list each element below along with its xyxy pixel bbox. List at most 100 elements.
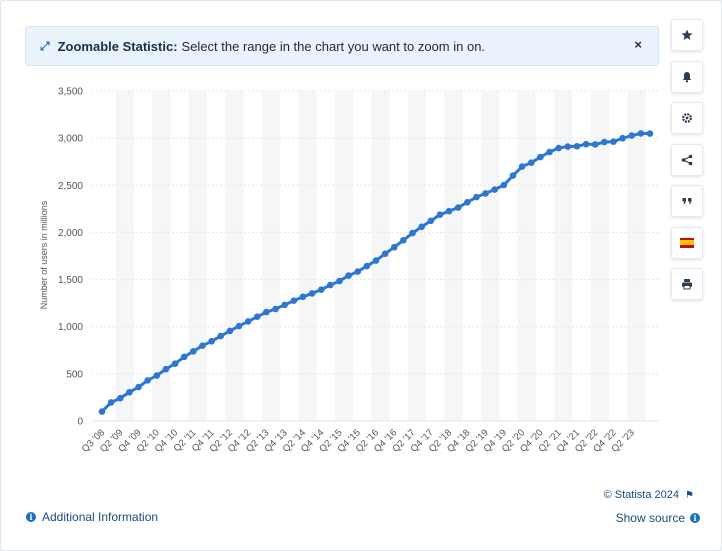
sidebar xyxy=(671,19,703,310)
data-point[interactable] xyxy=(509,172,517,179)
data-point[interactable] xyxy=(518,163,526,170)
additional-information-label: Additional Information xyxy=(42,510,159,524)
expand-icon: ⤢ xyxy=(40,38,50,53)
data-point[interactable] xyxy=(162,365,170,373)
data-point[interactable] xyxy=(299,293,307,301)
info-icon: i xyxy=(26,512,36,522)
close-button[interactable]: × xyxy=(634,37,642,52)
data-point[interactable] xyxy=(290,297,298,304)
chart-band xyxy=(517,91,536,421)
data-point[interactable] xyxy=(546,148,553,156)
chart-band xyxy=(152,91,171,421)
y-tick-label: 1,500 xyxy=(58,275,83,286)
y-axis-ticks: 0 500 1,000 1,500 2,000 2,500 3,000 3,500 xyxy=(58,87,83,428)
language-button[interactable] xyxy=(671,226,703,259)
data-point[interactable] xyxy=(454,204,462,211)
data-point[interactable] xyxy=(190,348,197,355)
star-icon xyxy=(681,29,693,40)
data-point[interactable] xyxy=(409,229,416,237)
share-button[interactable] xyxy=(671,143,703,176)
chart-band xyxy=(188,91,208,421)
data-point[interactable] xyxy=(226,327,234,335)
data-point[interactable] xyxy=(363,262,371,270)
y-tick-label: 0 xyxy=(77,417,83,428)
data-point[interactable] xyxy=(281,301,288,309)
data-point[interactable] xyxy=(372,257,380,264)
data-point[interactable] xyxy=(116,394,124,402)
y-tick-label: 2,000 xyxy=(58,228,83,239)
y-tick-label: 500 xyxy=(66,369,83,380)
data-point[interactable] xyxy=(418,223,425,231)
data-point[interactable] xyxy=(628,132,636,139)
chart-band xyxy=(554,91,573,421)
bell-icon xyxy=(682,71,692,82)
data-point[interactable] xyxy=(217,332,225,340)
data-point[interactable] xyxy=(500,181,508,189)
data-point[interactable] xyxy=(601,138,608,146)
data-point[interactable] xyxy=(327,281,334,289)
flag-icon: ⚑ xyxy=(685,490,694,501)
data-point[interactable] xyxy=(400,236,407,244)
data-point[interactable] xyxy=(253,313,261,321)
data-point[interactable] xyxy=(308,290,316,297)
data-point[interactable] xyxy=(445,207,453,215)
data-point[interactable] xyxy=(464,199,471,206)
chart-grid xyxy=(92,90,659,422)
data-point[interactable] xyxy=(107,399,115,406)
chart-band xyxy=(444,91,463,421)
settings-button[interactable] xyxy=(671,102,703,134)
data-point[interactable] xyxy=(491,186,499,193)
print-button[interactable] xyxy=(671,268,703,300)
copyright-credit[interactable]: © Statista 2024 ⚑ xyxy=(604,489,694,501)
data-point[interactable] xyxy=(272,305,279,313)
data-point[interactable] xyxy=(619,134,626,142)
data-point[interactable] xyxy=(427,217,435,225)
data-point[interactable] xyxy=(527,159,535,166)
favorite-button[interactable] xyxy=(671,19,703,51)
data-point[interactable] xyxy=(208,338,215,345)
data-point[interactable] xyxy=(537,153,544,161)
data-point[interactable] xyxy=(390,243,398,251)
data-point[interactable] xyxy=(591,141,599,148)
cite-button[interactable] xyxy=(671,185,703,217)
data-point[interactable] xyxy=(180,353,188,361)
quote-icon xyxy=(682,198,692,204)
y-tick-label: 3,000 xyxy=(58,134,83,145)
data-point[interactable] xyxy=(135,383,142,391)
data-point[interactable] xyxy=(126,388,133,396)
data-point[interactable] xyxy=(381,250,389,258)
data-point[interactable] xyxy=(436,211,444,219)
data-point[interactable] xyxy=(345,272,352,279)
data-point[interactable] xyxy=(98,408,106,415)
chart-band xyxy=(298,91,317,421)
data-point[interactable] xyxy=(144,377,151,384)
data-point[interactable] xyxy=(610,138,617,145)
notification-button[interactable] xyxy=(671,60,703,93)
additional-information-link[interactable]: i Additional Information xyxy=(26,510,158,524)
data-point[interactable] xyxy=(564,143,572,150)
data-point[interactable] xyxy=(482,190,489,197)
y-tick-label: 3,500 xyxy=(58,87,83,98)
chart-band xyxy=(481,91,500,421)
gear-icon xyxy=(682,113,692,123)
banner-text: Select the range in the chart you want t… xyxy=(181,38,486,54)
data-point[interactable] xyxy=(473,193,480,201)
show-source-label: Show source xyxy=(615,511,685,525)
data-point[interactable] xyxy=(637,130,645,137)
data-point[interactable] xyxy=(171,360,179,367)
data-point[interactable] xyxy=(317,286,325,293)
data-point[interactable] xyxy=(263,308,270,316)
data-point[interactable] xyxy=(199,342,206,349)
data-point[interactable] xyxy=(646,130,654,137)
show-source-link[interactable]: Show source i xyxy=(616,511,700,525)
data-point[interactable] xyxy=(153,372,161,379)
data-point[interactable] xyxy=(555,144,562,152)
data-point[interactable] xyxy=(336,277,343,285)
data-point[interactable] xyxy=(354,268,362,275)
data-point[interactable] xyxy=(582,140,590,148)
data-point[interactable] xyxy=(235,322,243,330)
data-point[interactable] xyxy=(573,142,581,150)
data-point[interactable] xyxy=(244,318,252,325)
